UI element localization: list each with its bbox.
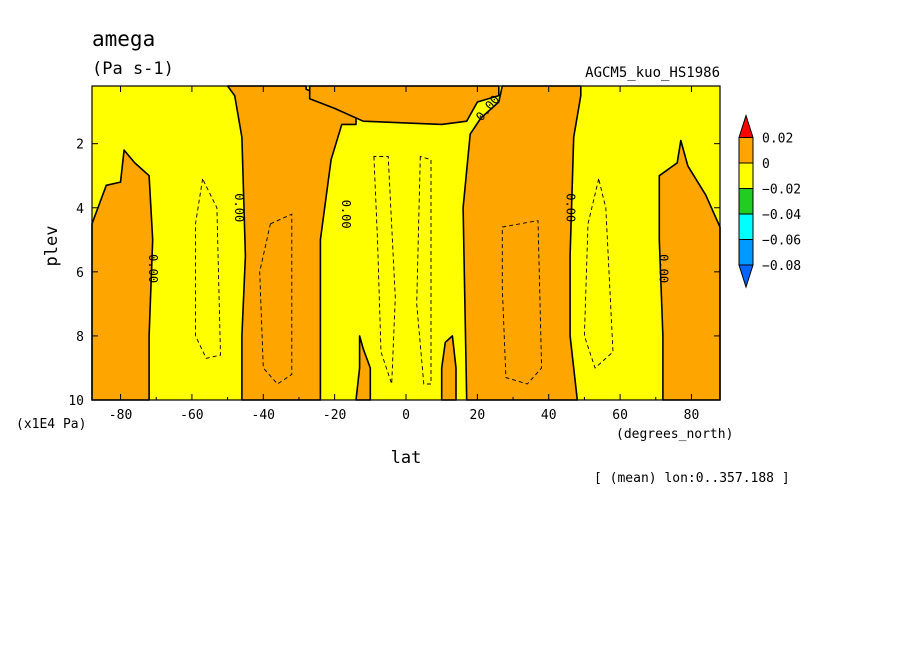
plot-area: 0.000.00 0.000.000.000.00	[91, 85, 721, 401]
x-tick-label: -80	[109, 408, 132, 423]
x-axis-units: (degrees_north)	[616, 427, 733, 442]
y-axis-units: (x1E4 Pa)	[16, 417, 86, 432]
dashed-contour-neg-ring-4	[583, 178, 614, 369]
dashed-contour-pos-inner-1	[259, 213, 293, 385]
colorbar-label: 0.02	[762, 132, 793, 147]
y-tick-label: 6	[76, 266, 84, 281]
x-axis-label: lat	[391, 448, 422, 468]
colorbar-label: −0.04	[762, 208, 801, 223]
x-tick-label: 60	[612, 408, 628, 423]
x-tick-label: -40	[252, 408, 275, 423]
contour-label-6: 0.00	[656, 254, 670, 283]
colorbar-bottom-triangle	[738, 264, 754, 289]
x-tick-label: 40	[541, 408, 557, 423]
contour-label-3: 0.00	[339, 200, 353, 229]
x-tick-label: 20	[470, 408, 486, 423]
colorbar-segment	[738, 213, 754, 240]
colorbar-label: −0.08	[762, 259, 801, 274]
dashed-contour-neg-ring-1	[195, 177, 221, 359]
colorbar-label: −0.02	[762, 183, 801, 198]
contour-label-1: 0.00	[146, 254, 160, 283]
y-tick-label: 8	[76, 330, 84, 345]
y-axis-label: plev	[42, 226, 62, 267]
x-tick-label: 0	[402, 408, 410, 423]
colorbar-label: 0	[762, 157, 770, 172]
colorbar-segment	[738, 239, 754, 266]
footnote: [ (mean) lon:0..357.188 ]	[594, 471, 790, 486]
y-axis: 2 4 6 8 10	[68, 138, 720, 409]
contour-label-5: 0.00	[564, 193, 578, 222]
dashed-contour-neg-ring-3	[416, 155, 432, 385]
x-tick-label: 80	[684, 408, 700, 423]
y-tick-label: 4	[76, 202, 84, 217]
y-tick-label: 10	[68, 394, 84, 409]
negative-region-background	[92, 86, 720, 400]
chart-units: (Pa s-1)	[92, 59, 174, 79]
dashed-contour-pos-inner-2	[501, 220, 543, 385]
contour-label-2: 0.00	[232, 193, 246, 222]
colorbar-label: −0.06	[762, 234, 801, 249]
chart-title: amega	[92, 27, 155, 51]
colorbar-segment	[738, 188, 754, 215]
dashed-contour-neg-ring-2	[373, 156, 396, 385]
colorbar: 0.02 0 −0.02 −0.04 −0.06 −0.08	[738, 113, 801, 289]
colorbar-top-triangle	[738, 113, 754, 138]
x-tick-label: -60	[180, 408, 203, 423]
x-axis: -80 -60 -40 -20 0 20 40 60 80	[109, 86, 699, 423]
colorbar-segment	[738, 137, 754, 164]
x-tick-label: -20	[323, 408, 346, 423]
positive-region-northern-mid	[462, 85, 582, 401]
colorbar-segment	[738, 162, 754, 189]
y-tick-label: 2	[76, 138, 84, 153]
run-name: AGCM5_kuo_HS1986	[585, 65, 720, 81]
positive-region-upper-bar	[308, 85, 500, 126]
